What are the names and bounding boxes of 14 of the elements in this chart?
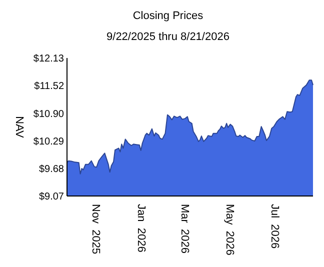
- y-tick-label: $9.07: [38, 192, 64, 202]
- y-tick-label: $10.90: [33, 108, 64, 120]
- x-tick-label: Jan 2026: [134, 204, 147, 252]
- x-tick-label: Mar 2026: [178, 204, 190, 254]
- x-tick-label: Jul 2026: [268, 204, 280, 249]
- x-tick-label: Nov 2025: [90, 204, 102, 254]
- x-tick-label: May 2026: [223, 204, 236, 256]
- chart-subtitle: 9/22/2025 thru 8/21/2026: [106, 31, 230, 43]
- y-tick-label: $10.29: [33, 136, 64, 148]
- y-tick-label: $9.68: [38, 164, 64, 175]
- y-tick-label: $11.52: [34, 81, 64, 92]
- y-tick-label: $12.13: [33, 54, 64, 64]
- chart-title: Closing Prices: [132, 10, 204, 22]
- y-axis-title: NAV: [13, 116, 25, 139]
